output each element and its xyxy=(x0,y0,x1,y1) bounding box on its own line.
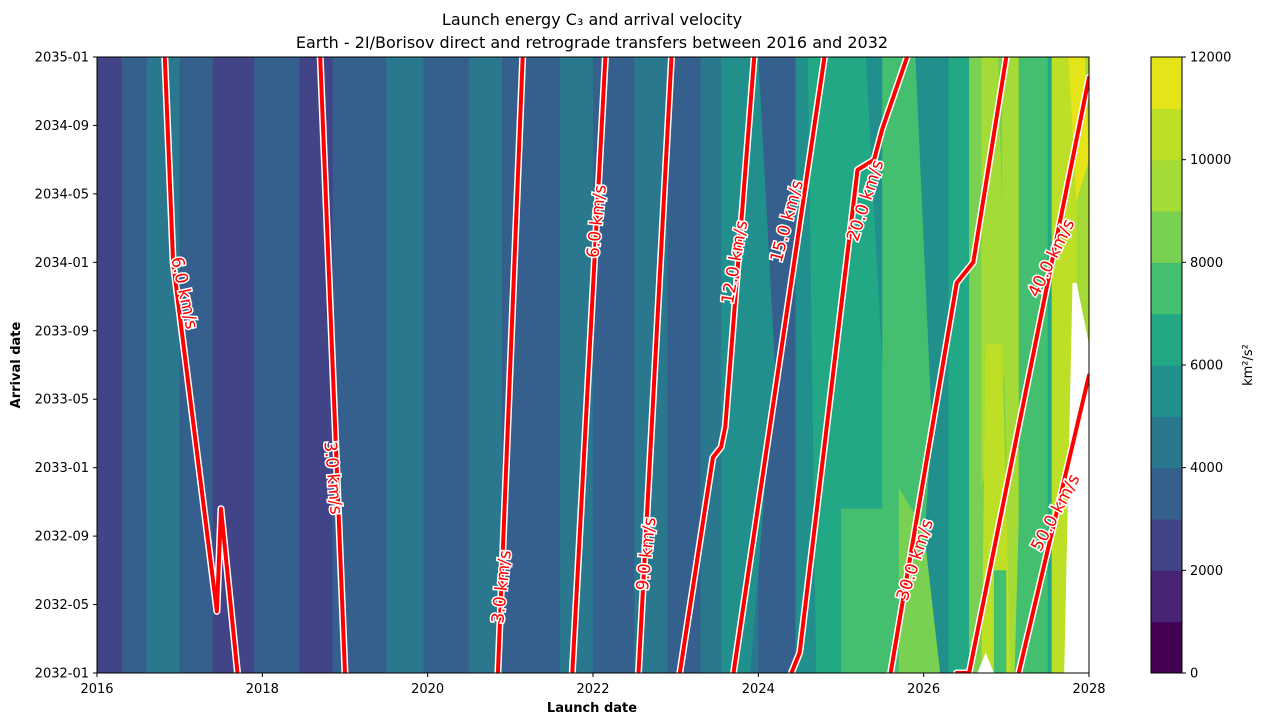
x-tick-label-5: 2026 xyxy=(907,682,940,697)
colorbar-segment-7 xyxy=(1151,262,1182,315)
y-tick-label-8: 2034-09 xyxy=(35,119,89,134)
c3-band-1 xyxy=(121,57,148,673)
y-tick-label-9: 2035-01 xyxy=(35,51,89,66)
x-tick-label-0: 2016 xyxy=(80,682,113,697)
c3-band-6 xyxy=(299,57,334,673)
x-axis-label: Launch date xyxy=(547,701,637,716)
velocity-contour-9 xyxy=(954,75,1089,673)
y-tick-label-1: 2032-05 xyxy=(35,598,89,613)
y-tick-label-4: 2033-05 xyxy=(35,393,89,408)
plot-area xyxy=(97,57,1089,673)
x-tick-label-3: 2022 xyxy=(576,682,609,697)
c3-patch-4 xyxy=(898,488,941,673)
colorbar-segment-6 xyxy=(1151,313,1182,366)
velocity-contour-8 xyxy=(888,57,1009,673)
velocity-contour-6 xyxy=(731,57,827,673)
colorbar-segment-3 xyxy=(1151,467,1182,520)
colorbar-tick-label-2: 4000 xyxy=(1190,461,1223,476)
c3-band-9 xyxy=(423,57,470,673)
c3-band-16 xyxy=(700,57,722,673)
c3-band-14 xyxy=(634,57,668,673)
arrival-velocity-contours xyxy=(161,57,1089,673)
c3-unreachable-region-1 xyxy=(1064,282,1089,673)
colorbar-segment-1 xyxy=(1151,570,1182,623)
x-tick-label-4: 2024 xyxy=(742,682,775,697)
c3-unreachable-region-0 xyxy=(977,652,994,673)
y-axis: 2032-01 2032-05 2032-09 2033-01 2033-05 2033-… xyxy=(35,51,97,682)
colorbar-tick-label-0: 0 xyxy=(1190,667,1198,682)
colorbar-segment-2 xyxy=(1151,519,1182,571)
x-tick-label-6: 2028 xyxy=(1072,682,1105,697)
colorbar-segment-0 xyxy=(1151,621,1182,674)
velocity-contour-7 xyxy=(789,57,910,673)
colorbar-segment-8 xyxy=(1151,211,1182,263)
colorbar-segment-11 xyxy=(1151,57,1182,109)
c3-band-8 xyxy=(386,57,425,673)
x-tick-label-2: 2020 xyxy=(411,682,444,697)
velocity-contour-3 xyxy=(570,57,608,673)
y-axis-label: Arrival date xyxy=(9,321,24,408)
y-tick-label-5: 2033-09 xyxy=(35,324,89,339)
velocity-contour-4 xyxy=(636,57,674,673)
y-tick-label-3: 2033-01 xyxy=(35,461,89,476)
y-tick-label-2: 2032-09 xyxy=(35,530,89,545)
velocity-contour-1 xyxy=(318,57,347,673)
y-tick-label-7: 2034-05 xyxy=(35,187,89,202)
colorbar-tick-label-3: 6000 xyxy=(1190,359,1223,374)
colorbar-segment-10 xyxy=(1151,108,1182,161)
colorbar-tick-label-1: 2000 xyxy=(1190,564,1223,579)
c3-band-0 xyxy=(97,57,123,673)
x-axis: 2016 2018 2020 2022 2024 2026 2028 xyxy=(80,673,1106,697)
colorbar-tick-label-6: 12000 xyxy=(1190,51,1231,66)
chart-title-line2: Earth - 2I/Borisov direct and retrograde… xyxy=(296,33,888,52)
c3-band-10 xyxy=(469,57,503,673)
velocity-contour-10 xyxy=(1016,373,1089,673)
colorbar-tick-label-5: 10000 xyxy=(1190,153,1231,168)
y-tick-label-0: 2032-01 xyxy=(35,667,89,682)
chart-title-line1: Launch energy C₃ and arrival velocity xyxy=(442,10,742,29)
c3-band-5 xyxy=(254,57,301,673)
velocity-contour-0 xyxy=(162,57,240,673)
colorbar-segment-4 xyxy=(1151,416,1182,469)
c3-patch-8 xyxy=(993,570,1007,673)
colorbar-tick-label-4: 8000 xyxy=(1190,256,1223,271)
colorbar-label: km²/s² xyxy=(1241,344,1256,386)
c3-band-2 xyxy=(146,57,181,673)
velocity-contour-5 xyxy=(677,57,757,673)
colorbar-segment-5 xyxy=(1151,365,1182,417)
x-tick-label-1: 2018 xyxy=(246,682,279,697)
colorbar: 0 2000 4000 6000 8000 10000 12000 xyxy=(1150,51,1231,682)
velocity-contour-2 xyxy=(495,57,525,673)
y-tick-label-6: 2034-01 xyxy=(35,256,89,271)
colorbar-segment-9 xyxy=(1151,159,1182,212)
